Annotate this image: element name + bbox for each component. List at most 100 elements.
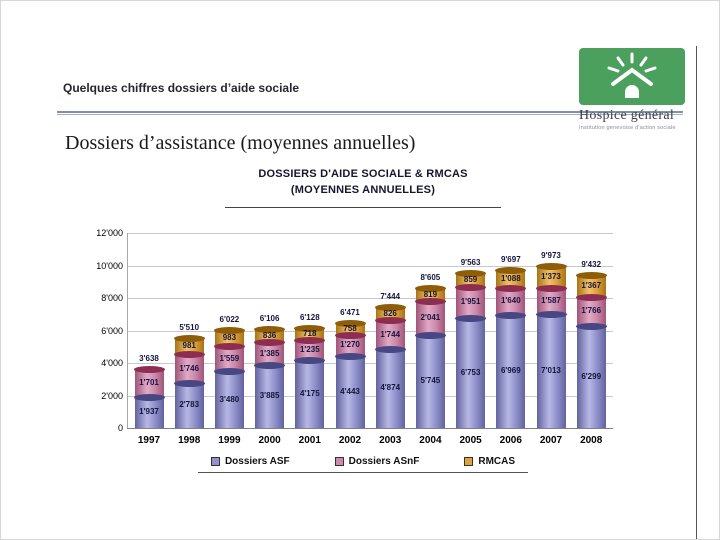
bar-segment <box>335 355 365 428</box>
bar-cap <box>133 365 165 373</box>
legend-underline <box>198 472 528 473</box>
total-label: 6'471 <box>340 307 360 317</box>
bar-cap <box>455 315 487 323</box>
bar-segment <box>295 340 325 361</box>
segment-value-label: 4'175 <box>299 389 320 399</box>
bar-cap <box>254 361 286 369</box>
segment-value-label: 1'088 <box>500 274 521 284</box>
bar-cap <box>575 322 607 330</box>
bar-segment <box>255 342 285 365</box>
segment-value-label: 1'559 <box>219 353 240 363</box>
x-axis-label: 1997 <box>137 435 161 446</box>
bar-cap <box>294 325 326 333</box>
segment-value-label: 4'874 <box>380 383 401 393</box>
segment-value-label: 819 <box>423 289 438 299</box>
bar-segment <box>295 360 325 428</box>
total-label: 5'510 <box>179 323 200 333</box>
legend-item: RMCAS <box>464 456 515 467</box>
segment-value-label: 1'744 <box>380 329 401 339</box>
legend-swatch <box>210 457 220 466</box>
bar-segment <box>536 265 566 289</box>
bar-cap <box>334 332 366 340</box>
legend-item: Dossiers ASF <box>210 456 290 467</box>
segment-value-label: 1'385 <box>259 348 280 358</box>
y-axis-label: 12'000 <box>96 228 123 238</box>
bar-segment <box>174 338 204 355</box>
segment-value-label: 1'701 <box>139 377 159 387</box>
bar-cap <box>495 285 527 293</box>
x-axis-label: 1999 <box>218 435 241 446</box>
bar-cap <box>374 304 406 312</box>
x-axis-label: 2007 <box>539 435 563 446</box>
segment-value-label: 2'783 <box>179 400 200 410</box>
bar-segment <box>496 314 526 428</box>
x-axis-label: 2004 <box>419 435 442 446</box>
bar-segment <box>415 301 445 335</box>
segment-value-label: 1'373 <box>541 272 561 282</box>
y-axis-label: 10'000 <box>96 260 123 271</box>
logo-name: Hospice général <box>579 108 675 123</box>
segment-value-label: 5'745 <box>420 376 441 386</box>
bar-cap <box>294 337 326 345</box>
bar-cap <box>254 325 286 333</box>
bar-cap <box>575 293 607 301</box>
segment-value-label: 983 <box>222 333 237 343</box>
bar-cap <box>173 335 205 343</box>
x-axis-label: 1998 <box>178 435 201 446</box>
y-axis-label: 4'000 <box>101 358 123 368</box>
x-axis-label: 2006 <box>499 435 522 446</box>
segment-value-label: 1'937 <box>139 407 159 417</box>
y-axis-label: 6'000 <box>101 325 123 336</box>
legend-swatch <box>464 457 474 466</box>
x-axis-label: 2008 <box>580 435 603 446</box>
gridline <box>127 265 613 267</box>
logo-subtitle: Institution genevoise d'action sociale <box>579 125 676 131</box>
total-label: 9'697 <box>500 255 521 265</box>
segment-value-label: 7'013 <box>541 366 561 376</box>
segment-value-label: 6'299 <box>581 371 602 381</box>
segment-value-label: 859 <box>463 274 478 284</box>
segment-value-label: 3'885 <box>259 391 280 401</box>
bar-cap <box>173 379 205 387</box>
segment-value-label: 1'270 <box>340 340 360 350</box>
x-axis-label: 2002 <box>338 435 362 446</box>
total-label: 9'973 <box>541 250 561 260</box>
bar-segment <box>496 270 526 289</box>
segment-value-label: 1'951 <box>460 297 481 307</box>
bar-cap <box>374 317 406 325</box>
bar-segment <box>255 364 285 428</box>
y-axis-label: 0 <box>117 423 123 433</box>
bar-cap <box>334 352 366 360</box>
y-axis-label: 8'000 <box>101 293 123 303</box>
chart-plot: 0 2'000 4'000 6'000 8'000 10'000 12'000 1'937 1'… <box>89 168 637 483</box>
bar-segment <box>456 318 486 428</box>
bar-cap <box>535 262 567 270</box>
segment-value-label: 718 <box>303 329 317 339</box>
x-axis-label: 2003 <box>379 435 402 446</box>
chart-title-underline <box>225 207 501 208</box>
segment-value-label: 3'480 <box>219 394 240 404</box>
bar-cap <box>213 368 245 376</box>
legend-label: RMCAS <box>478 456 516 467</box>
chart: DOSSIERS D'AIDE SOCIALE & RMCAS (MOYENNE… <box>89 168 637 483</box>
header-title: Quelques chiffres dossiers d’aide social… <box>63 81 300 95</box>
legend-label: Dossiers ASF <box>224 456 290 467</box>
bar-segment <box>214 330 244 347</box>
total-label: 8'605 <box>420 273 441 283</box>
segment-value-label: 6'753 <box>460 368 481 378</box>
slide-right-border <box>696 46 697 539</box>
hospice-general-logo-icon <box>579 48 685 105</box>
bar-segment <box>295 328 325 341</box>
bar-cap <box>213 343 245 351</box>
slide-title: Dossiers d’assistance (moyennes annuelle… <box>65 132 416 154</box>
chart-title: DOSSIERS D'AIDE SOCIALE & RMCAS <box>258 168 468 180</box>
segment-value-label: 1'587 <box>541 296 561 306</box>
bar-segment <box>335 335 365 356</box>
bar-segment <box>576 274 606 297</box>
bar-cap <box>173 351 205 359</box>
bar-cap <box>374 345 406 353</box>
bar-segment <box>134 368 164 397</box>
bar-cap <box>254 339 286 347</box>
segment-value-label: 1'235 <box>299 345 320 355</box>
y-axis-label: 2'000 <box>101 390 123 401</box>
